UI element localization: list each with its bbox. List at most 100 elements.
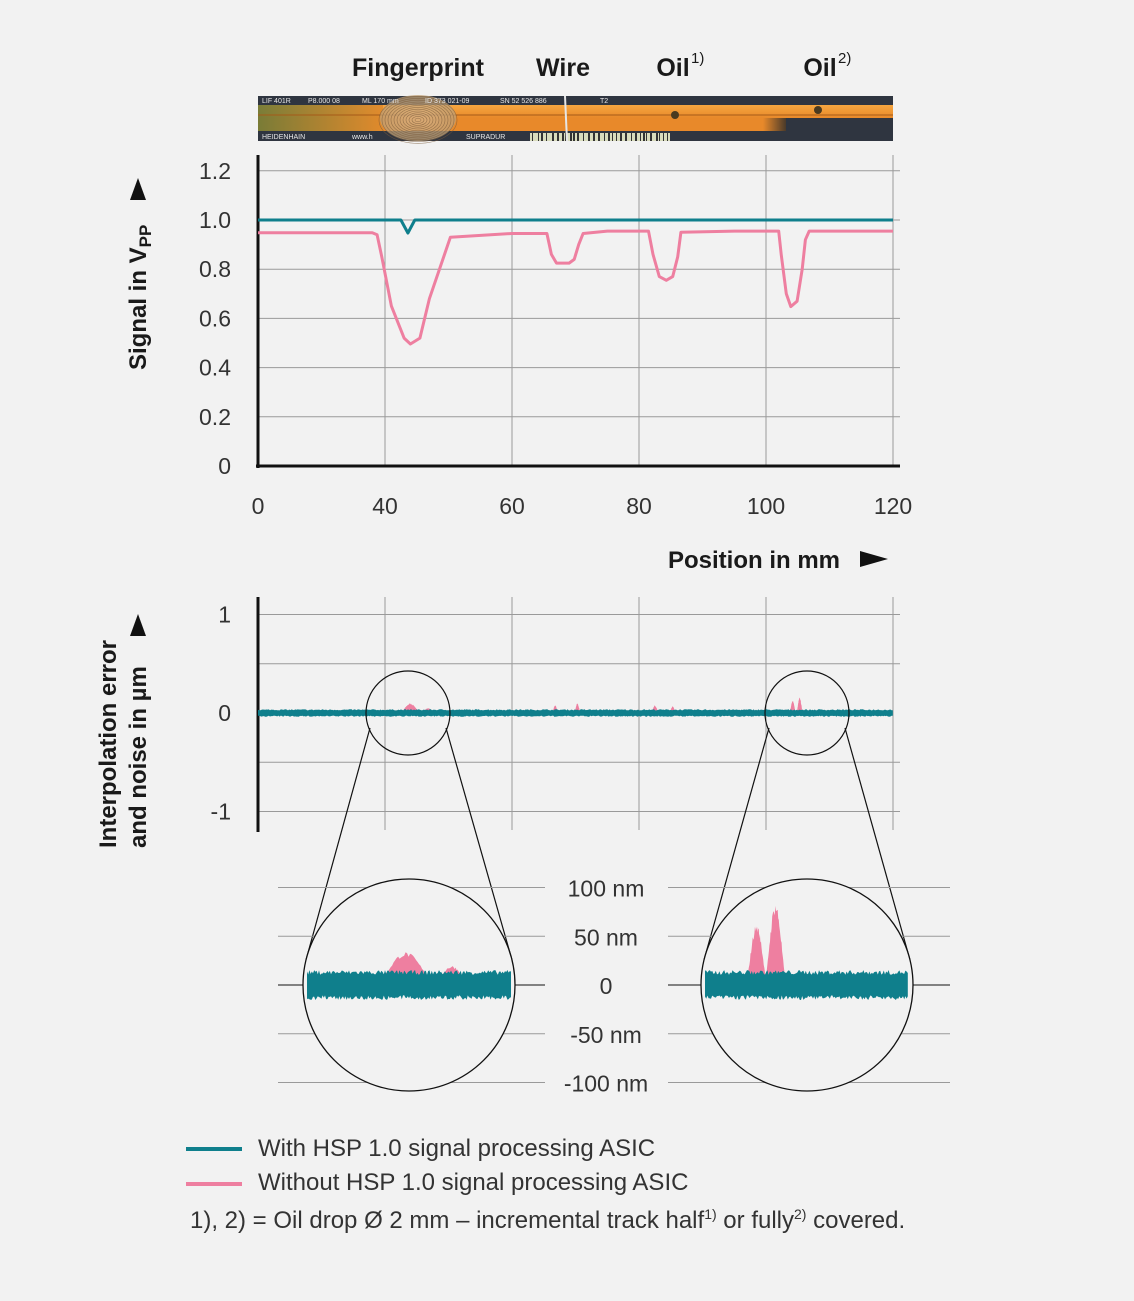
barcode-bar — [577, 133, 579, 141]
barcode-bar — [625, 133, 627, 141]
x-tick-label: 60 — [499, 493, 525, 519]
strip-text: SN 52 526 886 — [500, 98, 547, 105]
y-tick-label: 0 — [218, 453, 231, 479]
fingerprint-ridge — [384, 99, 452, 141]
magnifier-connector — [844, 727, 911, 961]
strip-text: SUPRADUR — [466, 134, 505, 141]
barcode-bar — [583, 133, 584, 141]
fingerprint-ridge — [402, 110, 434, 130]
fingerprint-ridge — [411, 116, 425, 124]
label-oil1: Oil — [656, 54, 689, 82]
barcode-bar — [570, 133, 572, 141]
fingerprint-ridge — [408, 114, 428, 126]
footnote: 1), 2) = Oil drop Ø 2 mm – incremental t… — [190, 1206, 905, 1235]
fingerprint-ridge — [405, 112, 431, 128]
legend-swatch-with — [186, 1147, 242, 1151]
magnifier-connector — [445, 727, 513, 961]
y-tick-label: 0.4 — [199, 355, 231, 381]
barcode-bar — [588, 133, 590, 141]
magnifier-connector — [305, 727, 371, 961]
magnifier-circle — [764, 670, 850, 756]
barcode-bar — [552, 133, 554, 141]
label-oil1-sup: 1) — [691, 50, 704, 67]
barcode-bar — [608, 133, 610, 141]
inset-y-tick-label: 50 nm — [574, 924, 638, 950]
barcode-bar — [616, 133, 617, 141]
strip-text: ID 373 021-09 — [425, 98, 469, 105]
footnote-sup: 2) — [794, 1206, 807, 1222]
label-oil2: Oil — [803, 54, 836, 82]
barcode-bar — [593, 133, 595, 141]
barcode-bar — [557, 133, 559, 141]
barcode-bar — [640, 133, 641, 141]
fingerprint-ridge — [390, 103, 446, 137]
fingerprint-ridge — [399, 108, 437, 132]
barcode-bar — [565, 133, 566, 141]
y-tick-label: 0.2 — [199, 404, 231, 430]
magnifier-connector — [703, 727, 770, 961]
strip-text: HEIDENHAIN — [262, 134, 305, 141]
inset-circle — [700, 878, 914, 1092]
inset-burst-without-hsp — [764, 905, 786, 985]
strip-text: ML 170 mm — [362, 98, 399, 105]
barcode-bar — [646, 133, 647, 141]
y-arrow-icon — [130, 614, 146, 636]
x-tick-label: 40 — [372, 493, 398, 519]
strip-text: T2 — [600, 98, 608, 105]
strip-text: LIF 401R — [262, 98, 291, 105]
x-arrow-icon — [860, 551, 888, 567]
inset-series-with-hsp — [307, 970, 511, 1000]
signal-chart: 0 0.2 0.4 0.6 0.8 1.0 1.2 0 40 60 80 100 120 — [199, 155, 912, 519]
series-with-hsp — [258, 218, 893, 235]
label-oil2-sup: 2) — [838, 50, 851, 67]
y-tick-label: 0.8 — [199, 256, 231, 282]
inset-series-with-hsp — [705, 970, 908, 1000]
y-tick-label: 1.2 — [199, 158, 231, 184]
inset-circle — [302, 878, 516, 1092]
y-tick-label: 0.6 — [199, 305, 231, 331]
inset-y-tick-label: -100 nm — [564, 1071, 648, 1097]
y-tick-label: 1.0 — [199, 207, 231, 233]
x-axis-title: Position in mm — [668, 547, 840, 574]
footnote-text: 1), 2) = Oil drop Ø 2 mm – incremental t… — [190, 1207, 705, 1234]
fingerprint-ridge — [378, 96, 458, 144]
barcode-bar — [643, 133, 645, 141]
x-tick-label: 120 — [874, 493, 912, 519]
barcode-bar — [546, 133, 547, 141]
fingerprint-ridge — [414, 117, 422, 123]
footnote-sup: 1) — [704, 1206, 717, 1222]
barcode-bar — [612, 133, 613, 141]
magnifier-circle — [365, 670, 451, 756]
barcode-bar — [650, 133, 652, 141]
burst-without-hsp — [796, 697, 803, 713]
x-tick-label: 80 — [626, 493, 652, 519]
barcode-bar — [532, 133, 533, 141]
y-axis-title-error-line2: and noise in µm — [125, 666, 152, 848]
barcode-bar — [631, 133, 632, 141]
label-wire: Wire — [536, 54, 590, 82]
inset-y-tick-label: 0 — [600, 973, 613, 999]
strip-text: P8.000 08 — [308, 98, 340, 105]
fingerprint-ridge — [387, 101, 449, 139]
barcode-bar — [598, 133, 600, 141]
fingerprint-ridge — [393, 105, 443, 135]
barcode-bar — [667, 133, 668, 141]
y-arrow-icon — [130, 178, 146, 200]
inset-burst-without-hsp — [745, 926, 768, 985]
footnote-text: covered. — [806, 1207, 906, 1234]
barcode-bar — [573, 133, 575, 141]
strip-text: www.h — [351, 134, 373, 141]
magnified-insets: 100 nm 50 nm 0 -50 nm -100 nm — [278, 876, 950, 1097]
legend-swatch-without — [186, 1182, 242, 1186]
fingerprint-ridge — [381, 98, 455, 142]
legend-without: Without HSP 1.0 signal processing ASIC — [258, 1169, 689, 1196]
oil2-inset — [705, 905, 908, 1000]
y-tick-label: -1 — [211, 799, 231, 825]
barcode-bar — [604, 133, 605, 141]
x-tick-label: 0 — [252, 493, 265, 519]
series-without-hsp — [258, 229, 893, 346]
y-axis-title-signal: Signal in VPP — [125, 225, 155, 370]
x-tick-label: 100 — [747, 493, 785, 519]
barcode-bar — [562, 133, 564, 141]
